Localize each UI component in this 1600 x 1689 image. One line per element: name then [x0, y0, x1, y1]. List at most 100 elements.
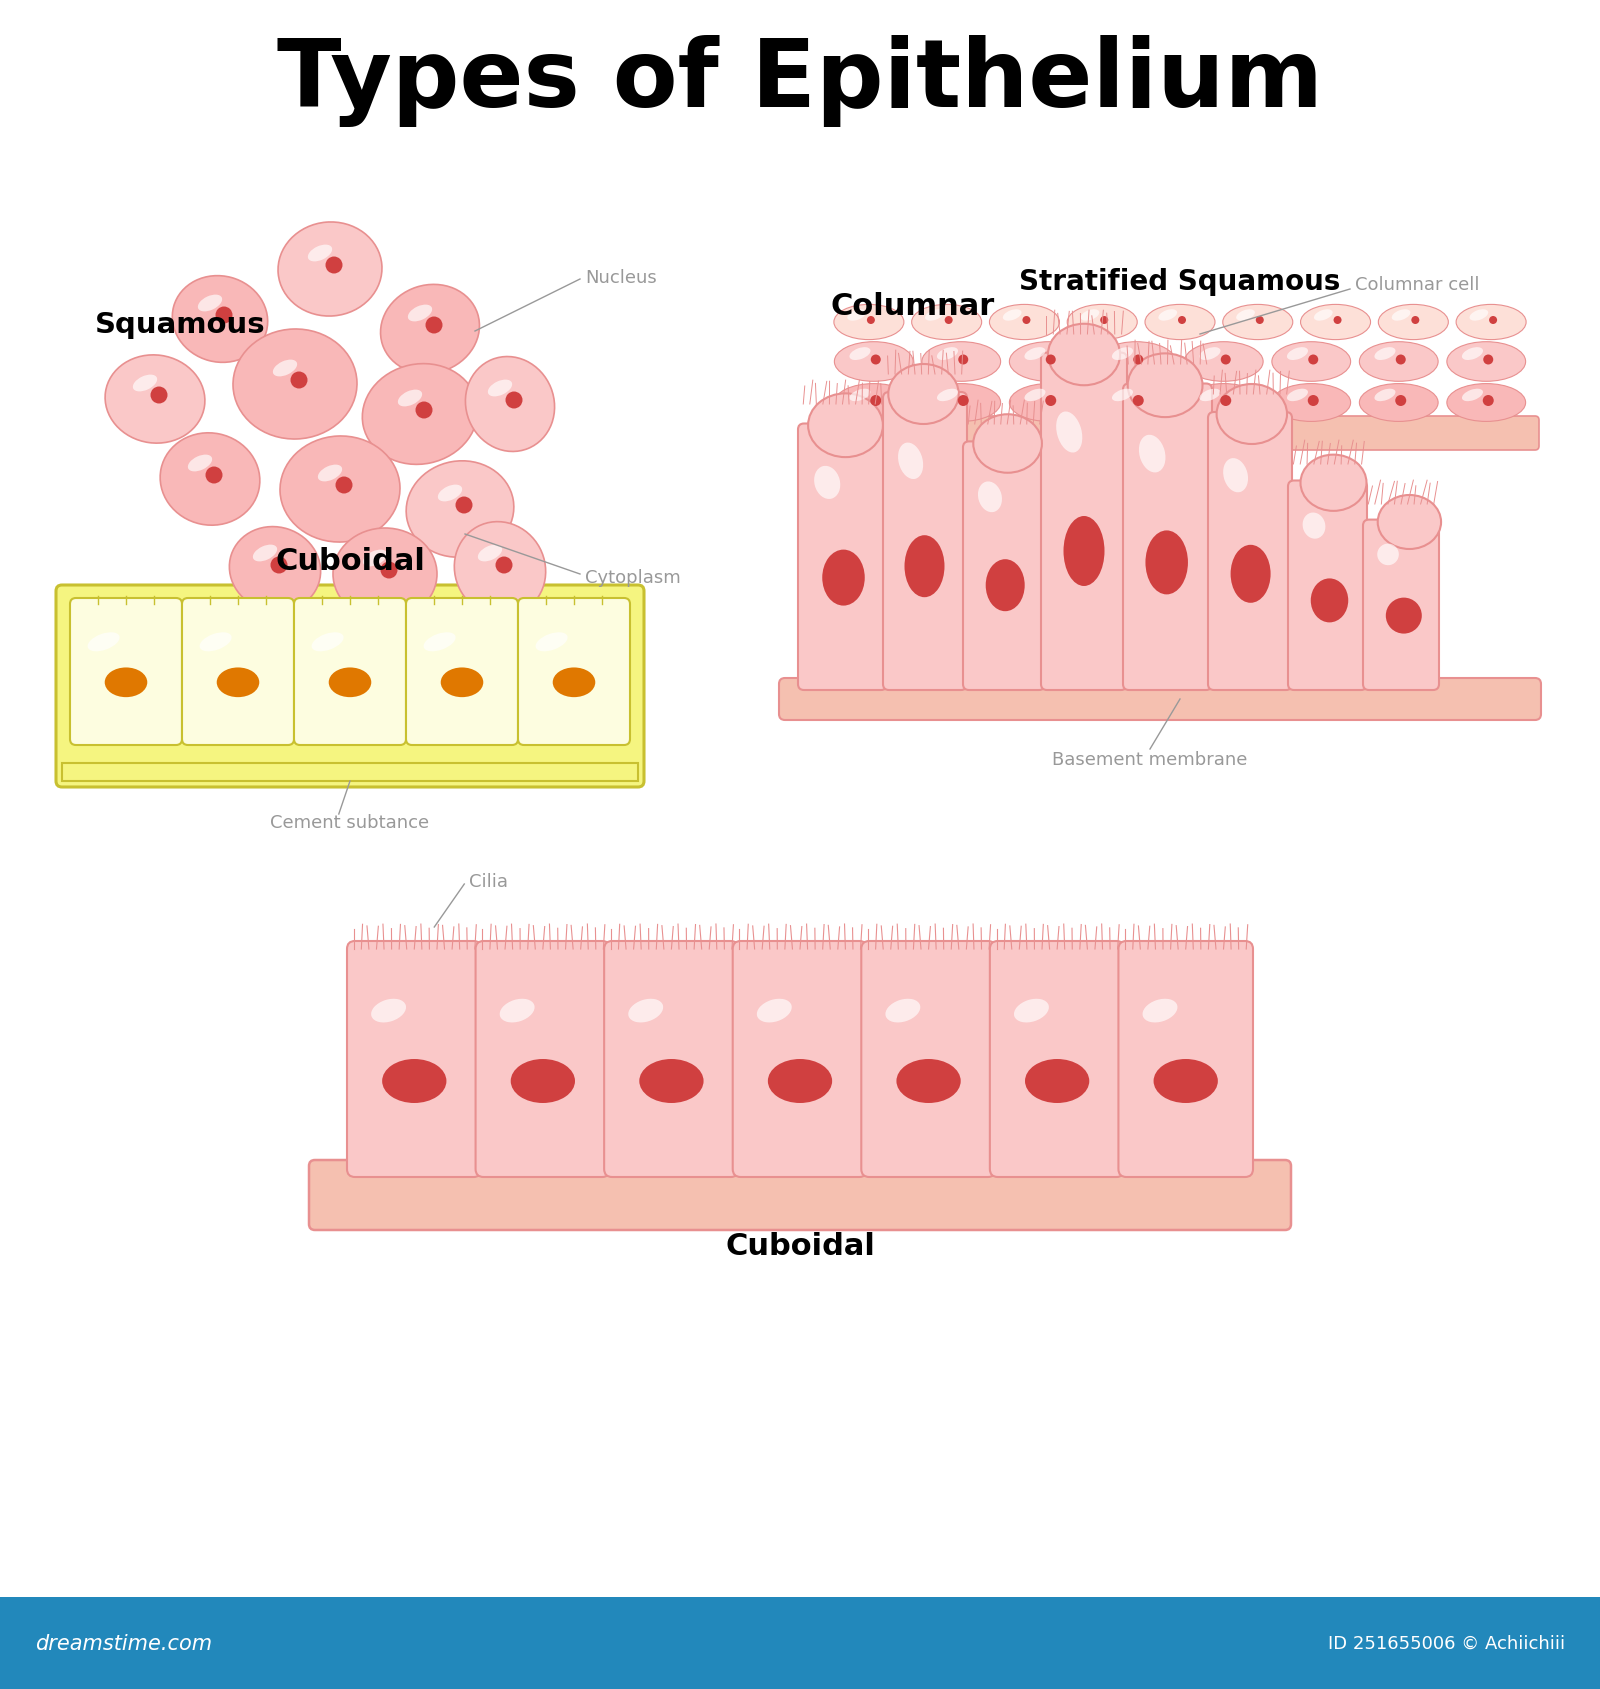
Ellipse shape [1112, 390, 1133, 402]
Ellipse shape [1098, 343, 1176, 382]
Ellipse shape [757, 1000, 792, 1024]
Text: Stratified Squamous: Stratified Squamous [1019, 269, 1341, 296]
Ellipse shape [1301, 456, 1366, 512]
Ellipse shape [1154, 1059, 1218, 1103]
Ellipse shape [1200, 390, 1221, 402]
Ellipse shape [1378, 495, 1442, 549]
Ellipse shape [922, 343, 1000, 382]
Ellipse shape [406, 461, 514, 557]
Ellipse shape [216, 669, 259, 698]
Text: Types of Epithelium: Types of Epithelium [277, 35, 1323, 127]
Text: Cuboidal: Cuboidal [725, 1231, 875, 1260]
FancyBboxPatch shape [990, 941, 1125, 1177]
Ellipse shape [1360, 385, 1438, 422]
Circle shape [1133, 395, 1144, 407]
Ellipse shape [1048, 324, 1120, 387]
Circle shape [1411, 318, 1419, 324]
Ellipse shape [1314, 311, 1333, 321]
Circle shape [1395, 395, 1406, 407]
Circle shape [1101, 318, 1109, 324]
Ellipse shape [938, 390, 958, 402]
FancyBboxPatch shape [1042, 353, 1126, 691]
Ellipse shape [1230, 546, 1270, 603]
FancyBboxPatch shape [309, 1160, 1291, 1230]
FancyBboxPatch shape [347, 941, 482, 1177]
Ellipse shape [848, 311, 866, 321]
Ellipse shape [1301, 306, 1371, 341]
Ellipse shape [552, 669, 595, 698]
Ellipse shape [234, 329, 357, 439]
Circle shape [958, 395, 968, 407]
Ellipse shape [1098, 385, 1176, 422]
FancyBboxPatch shape [475, 941, 610, 1177]
Ellipse shape [1158, 311, 1178, 321]
Ellipse shape [1184, 385, 1262, 422]
Ellipse shape [1222, 459, 1248, 493]
Circle shape [1221, 355, 1230, 365]
Text: Squamous: Squamous [94, 311, 266, 339]
Ellipse shape [106, 356, 205, 444]
Ellipse shape [1237, 311, 1254, 321]
Ellipse shape [904, 535, 944, 598]
Ellipse shape [925, 311, 944, 321]
Ellipse shape [898, 443, 923, 480]
FancyBboxPatch shape [1208, 412, 1291, 691]
Circle shape [1483, 355, 1493, 365]
Ellipse shape [187, 456, 213, 473]
Ellipse shape [1456, 306, 1526, 341]
Ellipse shape [1146, 530, 1187, 595]
FancyBboxPatch shape [1123, 385, 1211, 691]
Ellipse shape [1146, 306, 1214, 341]
Ellipse shape [768, 1059, 832, 1103]
Ellipse shape [922, 385, 1000, 422]
Ellipse shape [850, 390, 870, 402]
Ellipse shape [328, 669, 371, 698]
FancyBboxPatch shape [56, 586, 643, 787]
Text: dreamstime.com: dreamstime.com [35, 1633, 213, 1654]
Circle shape [381, 562, 397, 579]
Circle shape [336, 478, 352, 495]
Ellipse shape [499, 1000, 534, 1024]
Ellipse shape [253, 546, 277, 562]
Circle shape [216, 307, 232, 324]
Ellipse shape [1064, 517, 1104, 586]
Ellipse shape [850, 348, 870, 361]
Ellipse shape [1446, 385, 1526, 422]
FancyBboxPatch shape [733, 941, 867, 1177]
Ellipse shape [1142, 1000, 1178, 1024]
Ellipse shape [229, 527, 320, 611]
Ellipse shape [1286, 348, 1309, 361]
Ellipse shape [814, 466, 840, 500]
Circle shape [205, 468, 222, 485]
Ellipse shape [381, 285, 480, 375]
Ellipse shape [834, 385, 914, 422]
Ellipse shape [896, 1059, 960, 1103]
Ellipse shape [834, 343, 914, 382]
Ellipse shape [438, 485, 462, 502]
Ellipse shape [973, 415, 1042, 473]
Ellipse shape [1184, 343, 1262, 382]
Ellipse shape [1067, 306, 1138, 341]
Ellipse shape [362, 365, 478, 464]
Ellipse shape [1462, 390, 1483, 402]
Ellipse shape [1216, 385, 1286, 444]
Circle shape [870, 355, 880, 365]
Circle shape [870, 395, 882, 407]
FancyBboxPatch shape [821, 417, 1539, 451]
Circle shape [1046, 355, 1056, 365]
Ellipse shape [478, 546, 502, 562]
Circle shape [1395, 355, 1406, 365]
Ellipse shape [318, 466, 342, 481]
Ellipse shape [1310, 579, 1349, 623]
FancyBboxPatch shape [1363, 520, 1438, 691]
Ellipse shape [834, 306, 904, 341]
Ellipse shape [1003, 311, 1021, 321]
FancyBboxPatch shape [861, 941, 995, 1177]
Ellipse shape [808, 394, 883, 458]
Ellipse shape [104, 669, 147, 698]
Ellipse shape [885, 1000, 920, 1024]
Ellipse shape [363, 551, 387, 568]
Circle shape [1221, 395, 1232, 407]
FancyBboxPatch shape [963, 443, 1045, 691]
Ellipse shape [312, 633, 344, 652]
